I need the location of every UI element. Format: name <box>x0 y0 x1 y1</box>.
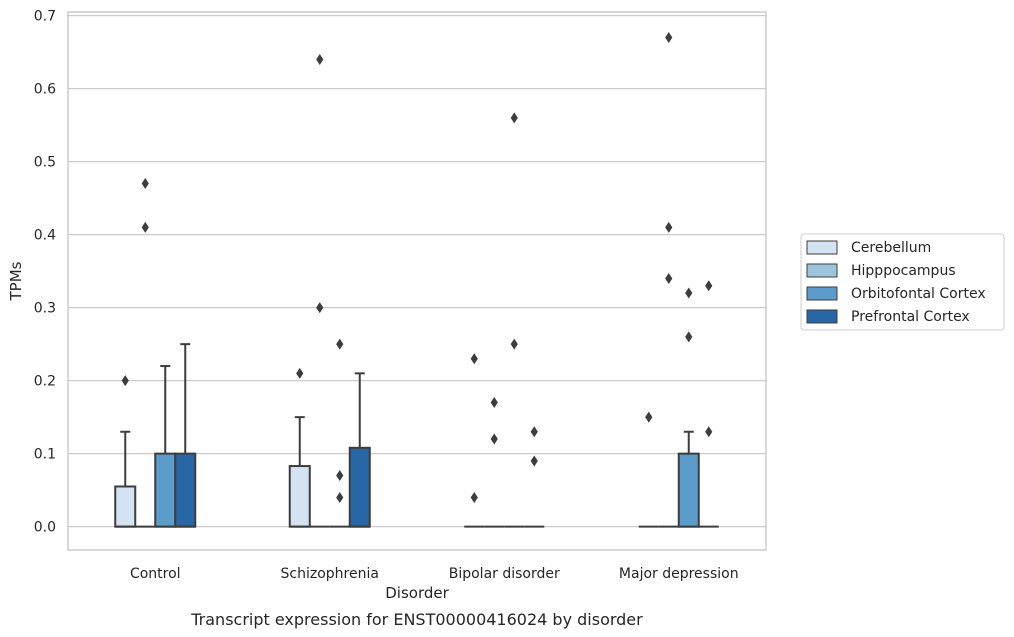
outlier-point <box>645 411 653 423</box>
figure-caption: Transcript expression for ENST0000041602… <box>190 610 643 629</box>
box <box>288 465 311 528</box>
legend: Cerebellum Hipppocampus Orbitofontal Corte… <box>800 233 1005 331</box>
box-group <box>288 416 311 528</box>
outlier-point <box>316 302 324 314</box>
outlier-point <box>336 470 344 482</box>
outlier-point <box>530 426 538 438</box>
legend-label: Orbitofontal Cortex <box>851 286 986 302</box>
y-tick-label: 0.6 <box>34 82 56 98</box>
y-tick-labels: 0.0 0.1 0.2 0.3 0.4 0.5 0.6 0.7 <box>34 9 56 536</box>
box-group <box>348 372 371 528</box>
outlier-point <box>685 331 693 343</box>
y-axis-title: TPMs <box>7 261 25 301</box>
outlier-point <box>141 178 149 190</box>
outlier-point <box>490 397 498 409</box>
legend-swatch <box>806 309 838 324</box>
outlier-point <box>705 280 713 292</box>
legend-label: Prefrontal Cortex <box>851 309 970 325</box>
outlier-point <box>141 221 149 233</box>
outlier-point <box>470 491 478 503</box>
outlier-point <box>490 433 498 445</box>
y-tick-label: 0.0 <box>34 520 56 536</box>
outlier-point <box>316 53 324 65</box>
outlier-point <box>296 367 304 379</box>
outlier-point <box>121 375 129 387</box>
box <box>114 485 137 528</box>
y-tick-label: 0.7 <box>34 9 56 25</box>
legend-label: Cerebellum <box>851 240 931 256</box>
legend-swatch <box>806 240 838 255</box>
y-tick-label: 0.5 <box>34 155 56 171</box>
box <box>677 452 700 528</box>
outlier-point <box>510 338 518 350</box>
y-tick-label: 0.2 <box>34 374 56 390</box>
outlier-point <box>470 353 478 365</box>
outlier-point <box>705 426 713 438</box>
x-axis-title: Disorder <box>385 584 449 602</box>
x-tick-label: Control <box>130 566 181 582</box>
box-group <box>154 365 177 528</box>
x-tick-label: Major depression <box>619 566 739 582</box>
y-tick-label: 0.3 <box>34 301 56 317</box>
box <box>174 452 197 528</box>
outlier-point <box>685 287 693 299</box>
x-tick-label: Schizophrenia <box>281 566 379 582</box>
outlier-point <box>336 338 344 350</box>
box <box>154 452 177 528</box>
legend-swatch <box>806 286 838 301</box>
box-group <box>677 430 700 528</box>
boxes <box>114 343 719 528</box>
outlier-point <box>665 221 673 233</box>
y-tick-label: 0.1 <box>34 447 56 463</box>
box <box>348 446 371 528</box>
gridlines <box>68 15 766 528</box>
outlier-point <box>665 272 673 284</box>
outliers <box>121 32 713 503</box>
y-tick-label: 0.4 <box>34 228 56 244</box>
legend-swatch <box>806 263 838 278</box>
plot-area-frame <box>67 11 767 551</box>
legend-label: Hipppocampus <box>851 263 956 279</box>
outlier-point <box>530 455 538 467</box>
x-tick-label: Bipolar disorder <box>449 566 560 582</box>
x-tick-labels: Control Schizophrenia Bipolar disorder Majo… <box>130 566 739 582</box>
outlier-point <box>336 491 344 503</box>
outlier-point <box>665 32 673 44</box>
legend-frame <box>800 233 1005 331</box>
box-group <box>174 343 197 528</box>
outlier-point <box>510 112 518 124</box>
box-group <box>114 430 137 528</box>
